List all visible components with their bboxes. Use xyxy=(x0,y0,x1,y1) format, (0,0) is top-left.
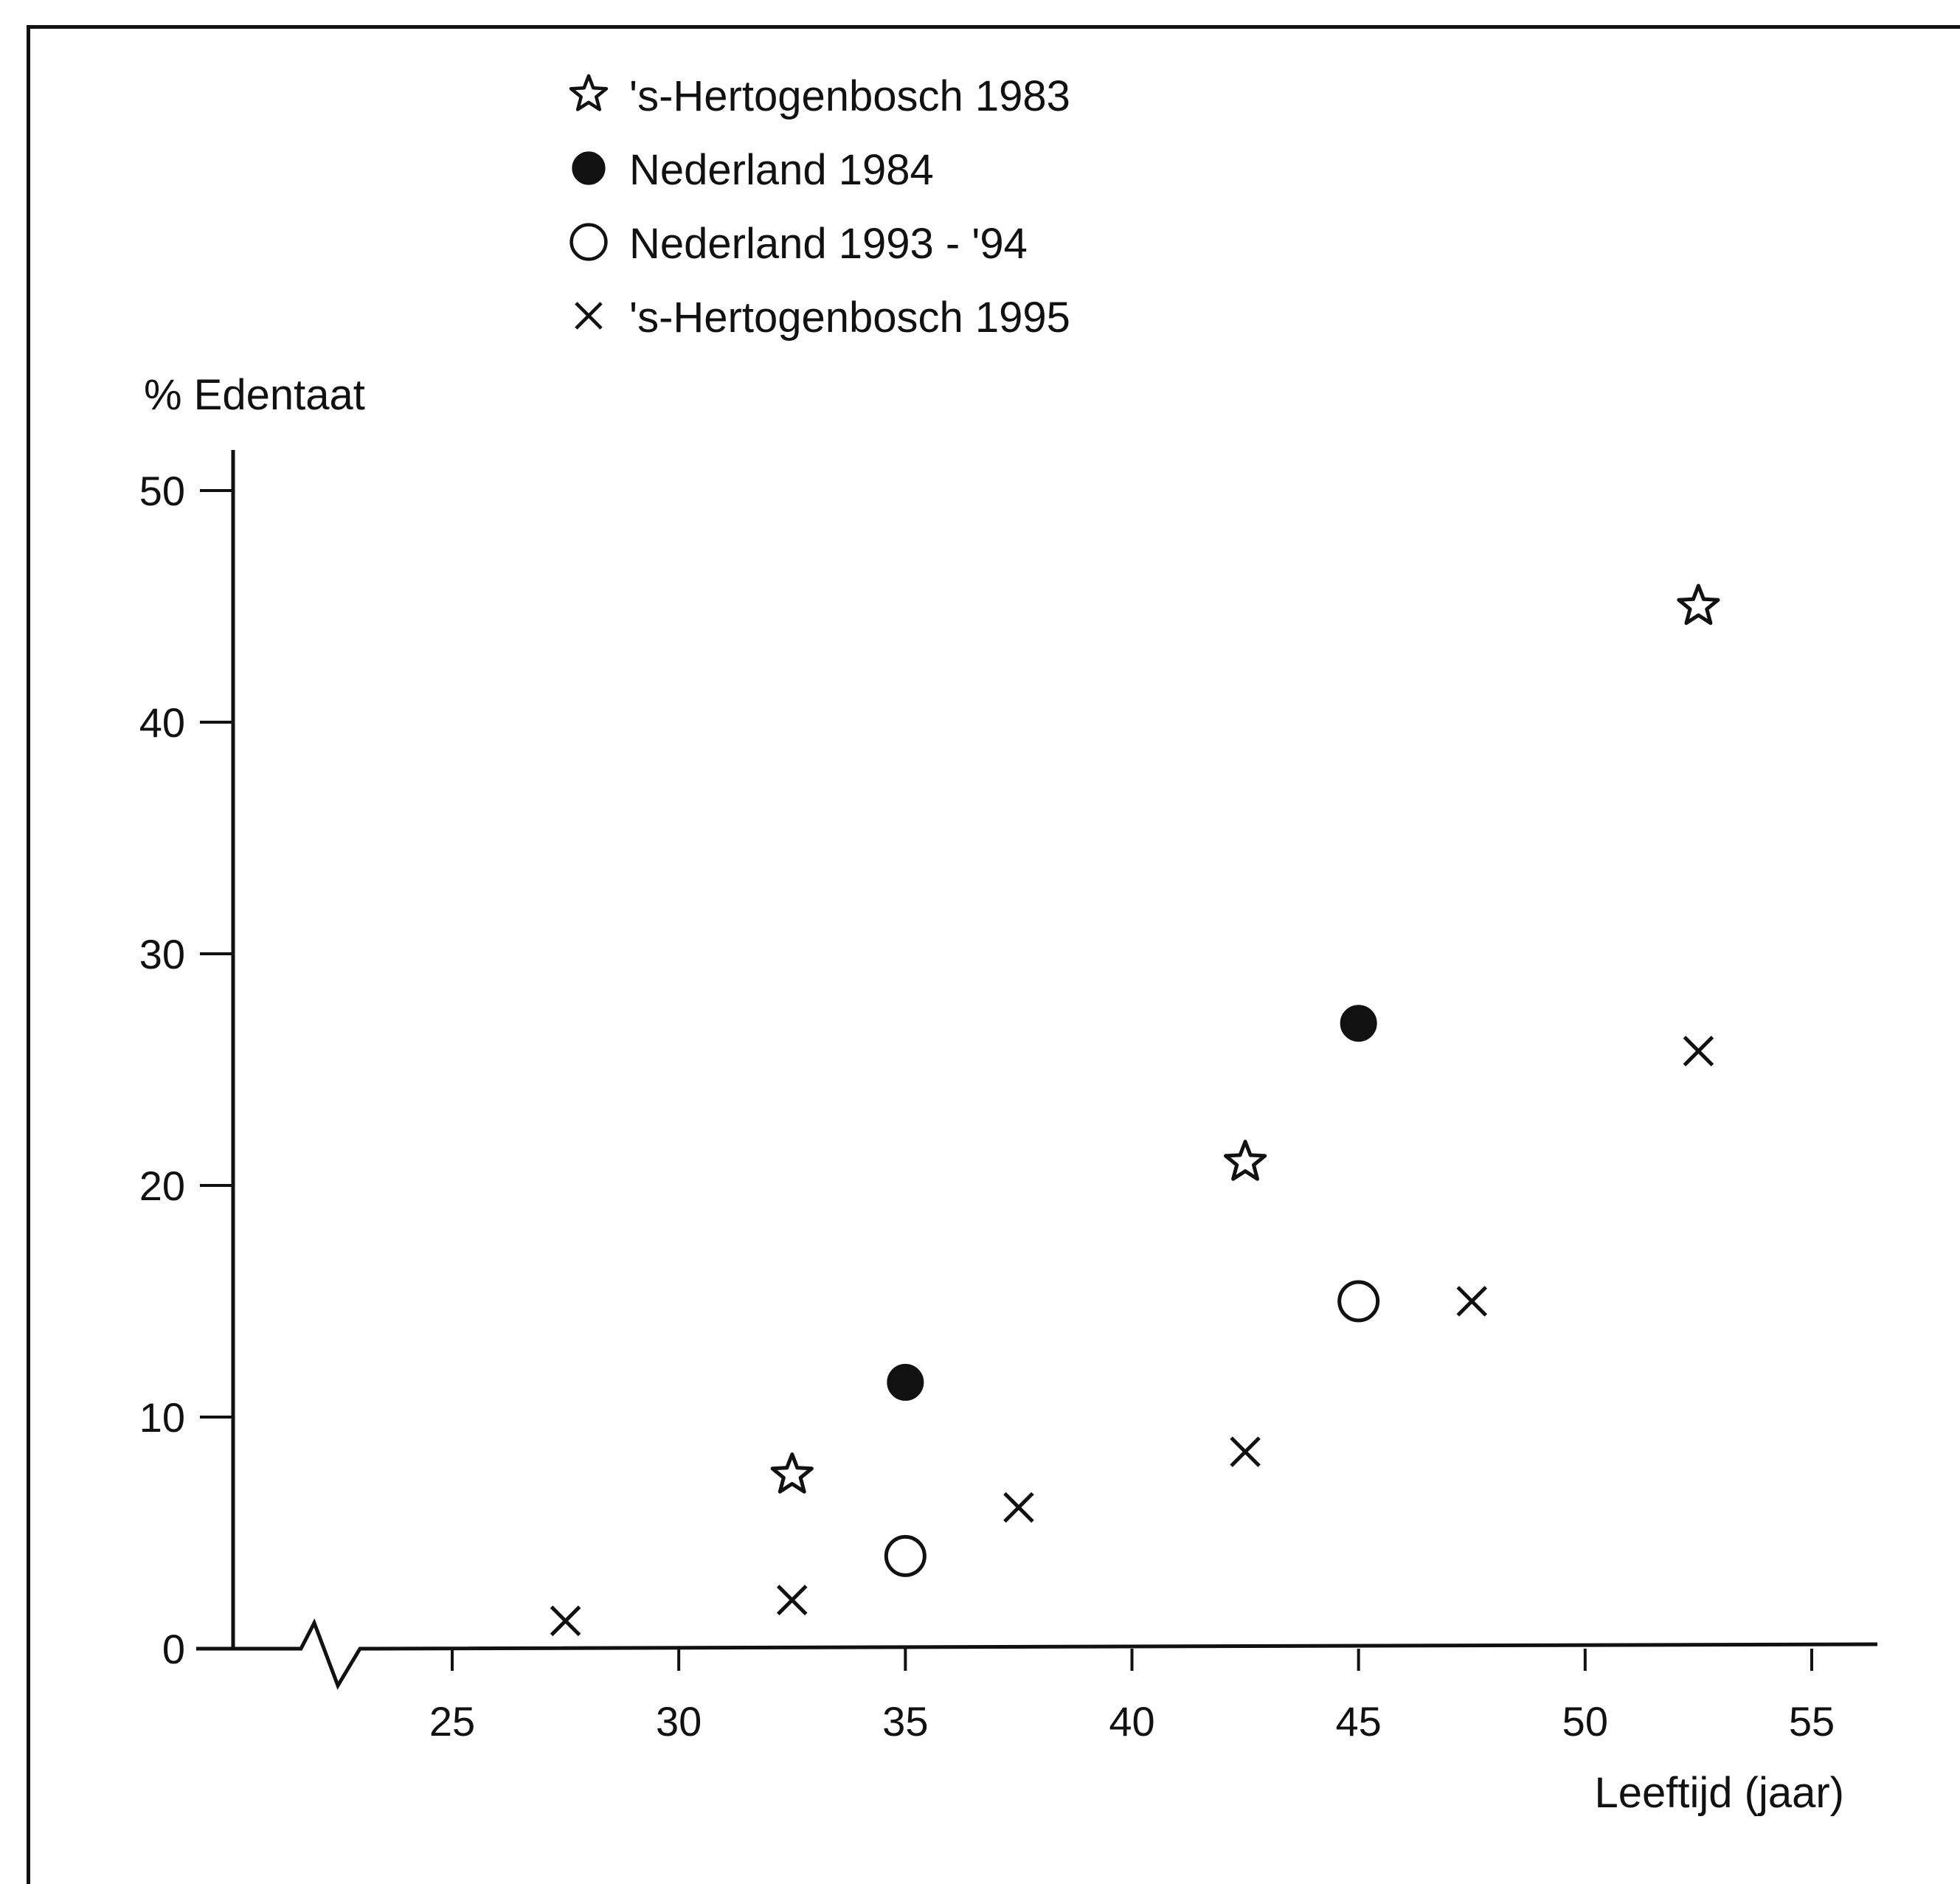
legend-label: Nederland 1993 - '94 xyxy=(629,220,1028,268)
data-point-cross xyxy=(1456,1286,1488,1317)
x-tick-label: 35 xyxy=(882,1698,928,1745)
legend-item: 's-Hertogenbosch 1995 xyxy=(575,294,1070,342)
legend-label: 's-Hertogenbosch 1995 xyxy=(629,294,1070,342)
data-point-open-circle xyxy=(884,1534,927,1577)
series-2 xyxy=(884,1280,1380,1577)
y-tick-label: 10 xyxy=(139,1394,185,1441)
series-1 xyxy=(887,1005,1377,1401)
legend-marker-open-circle xyxy=(569,223,608,261)
data-point-cross xyxy=(776,1585,808,1615)
legend-label: 's-Hertogenbosch 1983 xyxy=(629,72,1070,120)
y-tick-label: 50 xyxy=(139,468,185,514)
x-axis-line-with-break xyxy=(196,1618,1878,1690)
x-tick-label: 45 xyxy=(1336,1698,1382,1745)
data-point-star xyxy=(770,1452,814,1494)
data-point-cross xyxy=(1003,1492,1034,1523)
data-point-cross xyxy=(1683,1036,1714,1067)
data-point-filled-circle xyxy=(887,1363,924,1401)
x-tick-label: 55 xyxy=(1789,1698,1835,1745)
legend-label: Nederland 1984 xyxy=(629,146,934,194)
y-tick-label: 40 xyxy=(139,699,185,746)
data-point-filled-circle xyxy=(1340,1005,1377,1042)
legend-item: Nederland 1984 xyxy=(572,146,934,194)
legend-item: Nederland 1993 - '94 xyxy=(569,220,1028,268)
x-tick-label: 25 xyxy=(429,1698,475,1745)
y-tick-label: 20 xyxy=(139,1163,185,1209)
series-3 xyxy=(550,1036,1714,1637)
y-axis-title: % Edentaat xyxy=(144,371,365,419)
legend: 's-Hertogenbosch 1983 Nederland 1984 Neder… xyxy=(569,72,1070,342)
chart-frame xyxy=(27,25,1960,1884)
axes: 0 10 20 30 40 50 25 30 35 40 45 50 55 xyxy=(139,450,1878,1745)
x-tick-label: 50 xyxy=(1562,1698,1608,1745)
legend-marker-cross xyxy=(575,302,603,330)
legend-marker-filled-circle xyxy=(572,151,606,185)
data-marks xyxy=(550,583,1720,1637)
data-point-star xyxy=(1224,1140,1267,1181)
y-tick-label: 30 xyxy=(139,931,185,977)
x-axis-title: Leeftijd (jaar) xyxy=(1595,1769,1844,1817)
y-tick-label: 0 xyxy=(162,1626,185,1672)
legend-marker-star xyxy=(569,74,609,111)
data-point-cross xyxy=(550,1605,581,1637)
series-0 xyxy=(770,583,1720,1494)
data-point-open-circle xyxy=(1337,1280,1380,1323)
x-tick-label: 40 xyxy=(1109,1698,1154,1745)
data-point-star xyxy=(1677,583,1720,626)
x-tick-label: 30 xyxy=(656,1698,702,1745)
data-point-cross xyxy=(1230,1436,1261,1467)
legend-item: 's-Hertogenbosch 1983 xyxy=(569,72,1070,120)
